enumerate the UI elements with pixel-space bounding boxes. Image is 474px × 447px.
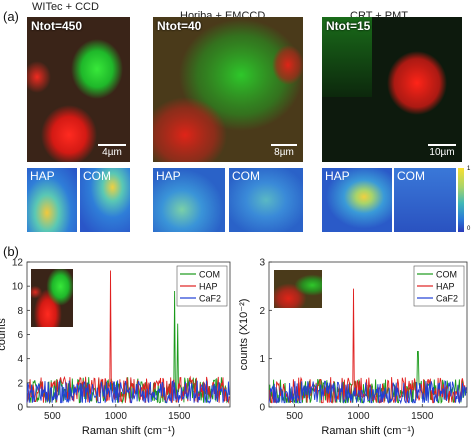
y-axis-label: counts (X10⁻²) — [238, 299, 250, 371]
hap-particle — [153, 97, 227, 162]
y-tick-label: 3 — [259, 258, 265, 269]
y-axis-label: counts — [0, 318, 8, 351]
raman-map-horiba: Ntot=40 8µm — [153, 17, 303, 162]
x-axis-label: Raman shift (cm⁻¹) — [321, 425, 414, 437]
com-region — [322, 17, 372, 97]
y-tick-label: 12 — [12, 258, 24, 269]
spectrum-chart-1: 500 1000 1500 0 2 4 6 8 10 12 Raman shift (cm⁻¹) co… — [0, 258, 231, 437]
ntot-crt: Ntot=15 — [326, 19, 371, 33]
y-tick-label: 1 — [259, 354, 265, 365]
panel-a-label: (a) — [3, 9, 19, 24]
thumb-com-crt: COM — [394, 168, 456, 232]
x-tick-label: 500 — [286, 411, 303, 422]
com-particle — [71, 39, 123, 99]
y-tick-label: 2 — [17, 378, 23, 389]
y-tick-label: 8 — [17, 306, 23, 317]
raman-map-crt: Ntot=15 10µm — [322, 17, 462, 162]
legend-label-hap: HAP — [436, 282, 455, 292]
com-particle — [179, 19, 303, 131]
colorbar-min-label: 0 — [467, 226, 471, 232]
series-line-caf2 — [26, 379, 230, 404]
legend-label-com: COM — [199, 270, 220, 280]
legend-label-com: COM — [436, 270, 457, 280]
hap-particle — [387, 51, 447, 115]
x-tick-label: 500 — [44, 411, 61, 422]
thumb-hap-crt: HAP — [322, 168, 392, 232]
raman-map-witec: Ntot=450 4µm — [27, 17, 130, 162]
hap-particle — [41, 105, 97, 162]
thumb-com-witec: COM — [80, 168, 130, 232]
colorbar — [458, 168, 464, 232]
x-tick-label: 1500 — [168, 411, 191, 422]
hap-particle-small — [27, 61, 51, 93]
inset-map-horiba — [274, 270, 322, 308]
series-line-hap — [26, 270, 230, 404]
hap-particle-small — [272, 45, 303, 85]
y-tick-label: 10 — [12, 282, 24, 293]
x-tick-label: 1000 — [105, 411, 128, 422]
legend-label-caf2: CaF2 — [199, 294, 221, 304]
y-tick-label: 0 — [17, 403, 23, 414]
y-tick-label: 0 — [259, 403, 265, 414]
legend-label-hap: HAP — [199, 282, 218, 292]
y-tick-label: 2 — [259, 306, 265, 317]
legend-label-caf2: CaF2 — [436, 294, 458, 304]
spectrum-chart-2: 500 1000 1500 0 1 2 3 Raman shift (cm⁻¹) counts … — [238, 258, 468, 437]
column-title-witec: WITec + CCD — [32, 1, 99, 13]
x-tick-label: 1000 — [347, 411, 370, 422]
thumb-hap-witec: HAP — [27, 168, 77, 232]
ntot-horiba: Ntot=40 — [157, 19, 202, 33]
scale-bar-crt: 10µm — [428, 144, 456, 158]
ntot-witec: Ntot=450 — [31, 19, 83, 33]
thumb-hap-horiba: HAP — [153, 168, 225, 232]
y-tick-label: 4 — [17, 354, 23, 365]
inset-map-witec — [30, 268, 74, 328]
x-axis-label: Raman shift (cm⁻¹) — [82, 425, 175, 437]
x-tick-label: 1500 — [411, 411, 434, 422]
series-line-caf2 — [268, 380, 467, 405]
thumb-com-horiba: COM — [229, 168, 303, 232]
panel-b-label: (b) — [3, 244, 19, 259]
colorbar-max-label: 1 — [467, 166, 471, 172]
y-tick-label: 6 — [17, 330, 23, 341]
scale-bar-witec: 4µm — [98, 144, 126, 158]
scale-bar-horiba: 8µm — [271, 144, 297, 158]
